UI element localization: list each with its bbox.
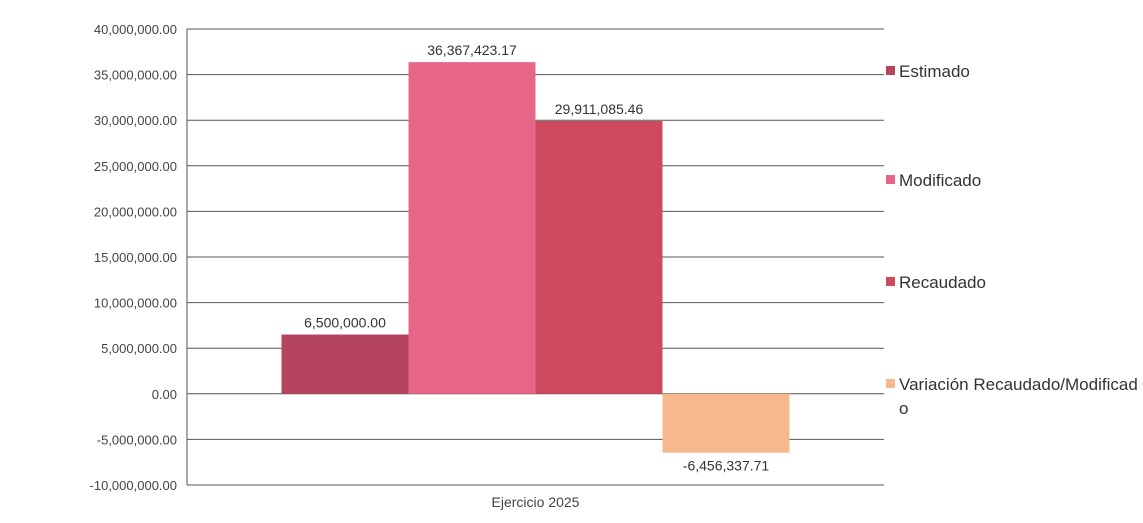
legend-item-recaudado: Recaudado [886, 271, 1139, 295]
legend-label-variacion: Variación Recaudado/Modificado [899, 375, 1138, 418]
legend-swatch-estimado [886, 66, 895, 75]
x-category-label: Ejercicio 2025 [492, 494, 580, 510]
y-tick-label: 0.00 [152, 387, 177, 402]
legend-item-variacion: Variación Recaudado/Modificado [886, 373, 1139, 421]
y-tick-label: 15,000,000.00 [94, 250, 177, 265]
data-label: 36,367,423.17 [427, 42, 517, 58]
legend-label-modificado: Modificado [899, 171, 982, 190]
legend-swatch-recaudado [886, 277, 895, 286]
legend-swatch-modificado [886, 175, 895, 184]
bar-2 [408, 62, 536, 394]
y-tick-label: 30,000,000.00 [94, 113, 177, 128]
data-label: -6,456,337.71 [683, 458, 770, 474]
data-label: 6,500,000.00 [304, 315, 386, 331]
y-tick-label: -10,000,000.00 [90, 478, 177, 493]
legend-label-recaudado: Recaudado [899, 273, 986, 292]
legend-item-modificado: Modificado [886, 169, 1139, 193]
legend-item-estimado: Estimado [886, 60, 1139, 84]
bar-4 [662, 393, 790, 453]
y-tick-label: 20,000,000.00 [94, 204, 177, 219]
y-tick-label: 25,000,000.00 [94, 159, 177, 174]
bar-3 [535, 121, 663, 394]
y-tick-label: -5,000,000.00 [97, 432, 177, 447]
y-tick-label: 5,000,000.00 [101, 341, 177, 356]
bar-1 [281, 334, 409, 394]
y-tick-label: 10,000,000.00 [94, 296, 177, 311]
data-label: 29,911,085.46 [555, 101, 644, 117]
legend-label-estimado: Estimado [899, 62, 970, 81]
y-tick-label: 40,000,000.00 [94, 22, 177, 37]
y-tick-label: 35,000,000.00 [94, 68, 177, 83]
legend-swatch-variacion [886, 379, 895, 388]
